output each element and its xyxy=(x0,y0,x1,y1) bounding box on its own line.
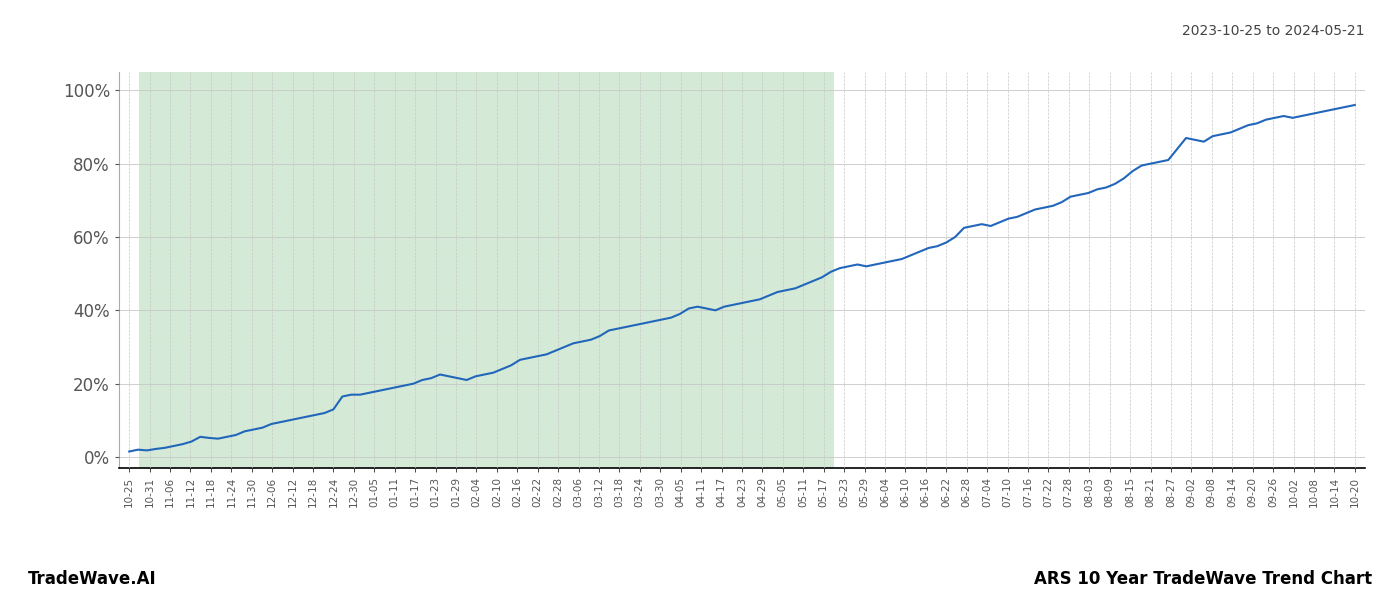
Text: ARS 10 Year TradeWave Trend Chart: ARS 10 Year TradeWave Trend Chart xyxy=(1033,570,1372,588)
Text: 2023-10-25 to 2024-05-21: 2023-10-25 to 2024-05-21 xyxy=(1183,24,1365,38)
Text: TradeWave.AI: TradeWave.AI xyxy=(28,570,157,588)
Bar xyxy=(140,72,834,468)
